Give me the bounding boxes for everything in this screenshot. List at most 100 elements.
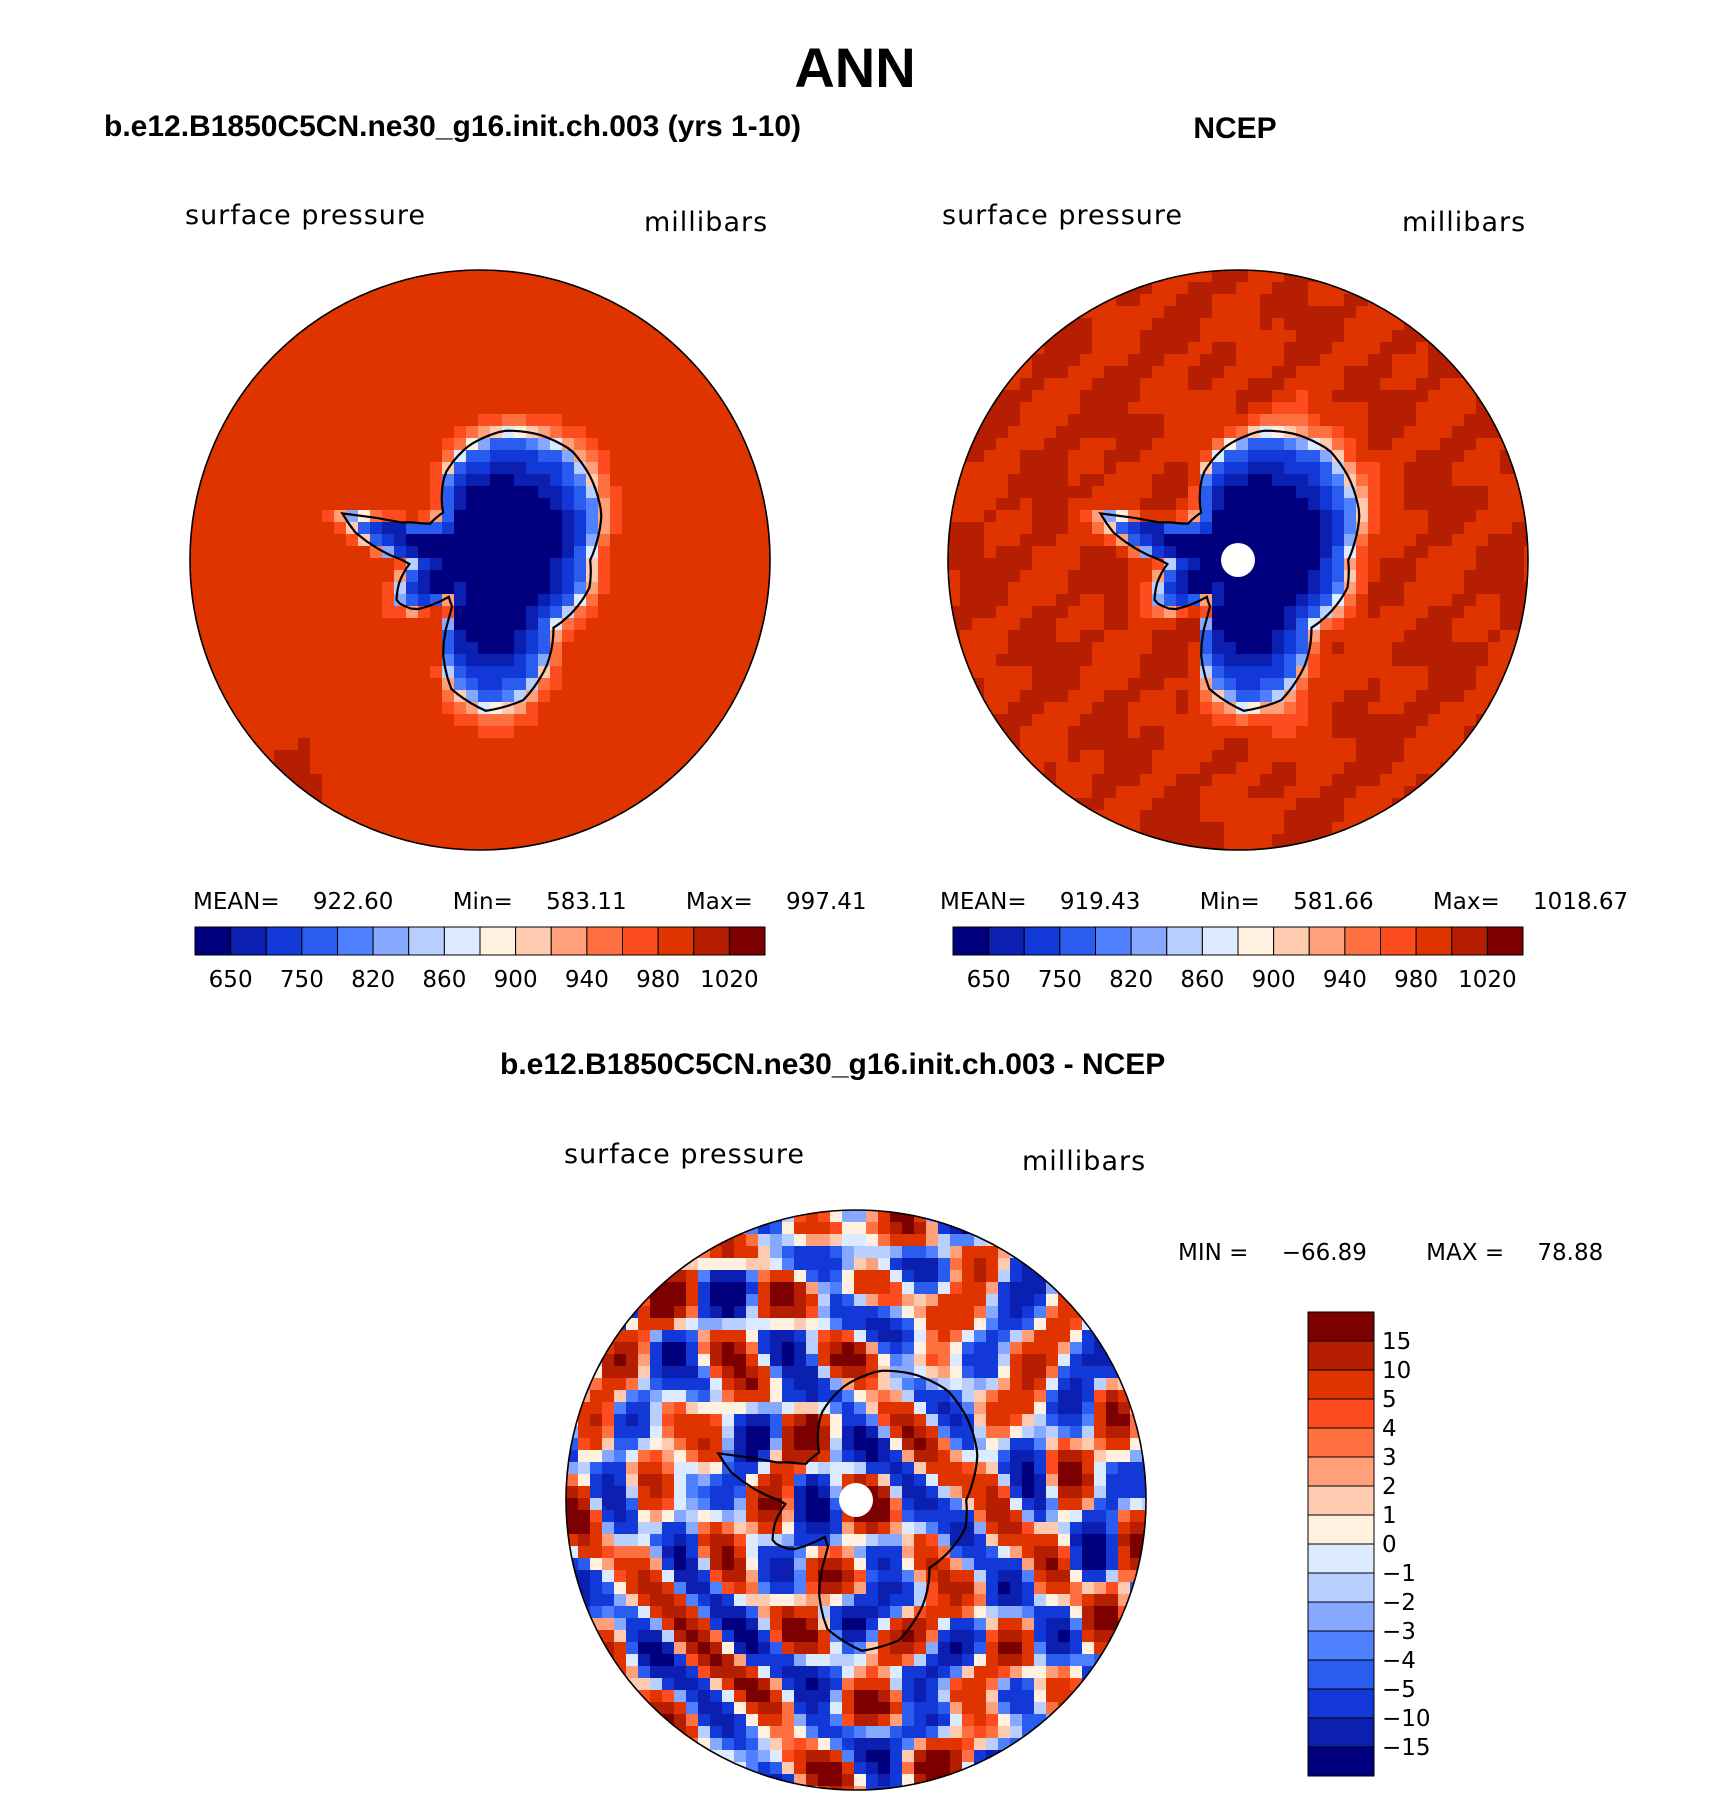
field-cell bbox=[878, 1354, 891, 1367]
field-cell bbox=[1224, 594, 1237, 607]
field-cell bbox=[454, 702, 467, 715]
field-cell bbox=[250, 390, 263, 403]
field-cell bbox=[1188, 438, 1201, 451]
field-cell bbox=[370, 810, 383, 823]
field-cell bbox=[926, 1486, 939, 1499]
field-cell bbox=[370, 654, 383, 667]
field-cell bbox=[1344, 606, 1357, 619]
field-cell bbox=[418, 714, 431, 727]
field-cell bbox=[806, 1414, 819, 1427]
field-cell bbox=[1188, 822, 1201, 835]
field-cell bbox=[1068, 594, 1081, 607]
field-cell bbox=[382, 606, 395, 619]
colorbar-tick-label: 980 bbox=[636, 967, 680, 993]
field-cell bbox=[1082, 1330, 1095, 1343]
field-cell bbox=[1392, 462, 1405, 475]
field-cell bbox=[1464, 690, 1477, 703]
field-cell bbox=[586, 402, 599, 415]
field-cell bbox=[694, 678, 707, 691]
field-cell bbox=[734, 1234, 747, 1247]
field-cell bbox=[262, 402, 275, 415]
field-cell bbox=[1356, 750, 1369, 763]
field-cell bbox=[1308, 426, 1321, 439]
field-cell bbox=[322, 630, 335, 643]
field-cell bbox=[310, 642, 323, 655]
field-cell bbox=[1392, 522, 1405, 535]
field-cell bbox=[250, 558, 263, 571]
field-cell bbox=[238, 690, 251, 703]
field-cell bbox=[662, 1402, 675, 1415]
field-cell bbox=[1212, 270, 1225, 283]
field-cell bbox=[794, 1486, 807, 1499]
field-cell bbox=[1010, 1438, 1023, 1451]
field-cell bbox=[274, 678, 287, 691]
field-cell bbox=[1308, 726, 1321, 739]
field-cell bbox=[358, 558, 371, 571]
field-cell bbox=[626, 1462, 639, 1475]
field-cell bbox=[1356, 378, 1369, 391]
field-cell bbox=[1452, 618, 1465, 631]
field-cell bbox=[682, 558, 695, 571]
field-cell bbox=[358, 450, 371, 463]
field-cell bbox=[334, 798, 347, 811]
field-cell bbox=[430, 798, 443, 811]
field-cell bbox=[1344, 750, 1357, 763]
field-cell bbox=[550, 606, 563, 619]
field-cell bbox=[466, 606, 479, 619]
field-cell bbox=[1032, 690, 1045, 703]
field-cell bbox=[442, 642, 455, 655]
field-cell bbox=[1118, 1402, 1131, 1415]
field-cell bbox=[1404, 366, 1417, 379]
field-cell bbox=[418, 570, 431, 583]
field-cell bbox=[526, 474, 539, 487]
field-cell bbox=[758, 1498, 771, 1511]
field-cell bbox=[722, 1474, 735, 1487]
field-cell bbox=[1152, 546, 1165, 559]
field-cell bbox=[830, 1258, 843, 1271]
field-cell bbox=[766, 534, 770, 547]
field-cell bbox=[1032, 594, 1045, 607]
field-cell bbox=[610, 606, 623, 619]
field-cell bbox=[694, 702, 707, 715]
field-cell bbox=[1092, 414, 1105, 427]
field-cell bbox=[562, 462, 575, 475]
field-cell bbox=[1404, 354, 1417, 367]
field-cell bbox=[1152, 426, 1165, 439]
field-cell bbox=[442, 522, 455, 535]
field-cell bbox=[1106, 1474, 1119, 1487]
field-cell bbox=[1356, 546, 1369, 559]
field-cell bbox=[262, 474, 275, 487]
field-cell bbox=[1164, 282, 1177, 295]
field-cell bbox=[190, 582, 203, 595]
field-cell bbox=[686, 1330, 699, 1343]
field-cell bbox=[710, 1270, 723, 1283]
field-cell bbox=[382, 570, 395, 583]
field-cell bbox=[286, 426, 299, 439]
field-cell bbox=[1356, 462, 1369, 475]
field-cell bbox=[950, 1390, 963, 1403]
field-cell bbox=[1118, 1426, 1131, 1439]
field-cell bbox=[1260, 282, 1273, 295]
field-cell bbox=[358, 690, 371, 703]
field-cell bbox=[298, 462, 311, 475]
field-cell bbox=[1140, 702, 1153, 715]
field-cell bbox=[514, 702, 527, 715]
field-cell bbox=[986, 1318, 999, 1331]
field-cell bbox=[662, 1330, 675, 1343]
field-cell bbox=[1248, 462, 1261, 475]
field-cell bbox=[718, 546, 731, 559]
field-cell bbox=[442, 810, 455, 823]
field-cell bbox=[1380, 474, 1393, 487]
field-cell bbox=[730, 498, 743, 511]
field-cell bbox=[1392, 582, 1405, 595]
field-cell bbox=[960, 486, 973, 499]
field-cell bbox=[614, 1498, 627, 1511]
field-cell bbox=[950, 1426, 963, 1439]
field-cell bbox=[262, 618, 275, 631]
field-cell bbox=[574, 294, 587, 307]
field-cell bbox=[854, 1378, 867, 1391]
field-cell bbox=[670, 594, 683, 607]
field-cell bbox=[574, 402, 587, 415]
field-cell bbox=[1068, 450, 1081, 463]
field-cell bbox=[1248, 822, 1261, 835]
